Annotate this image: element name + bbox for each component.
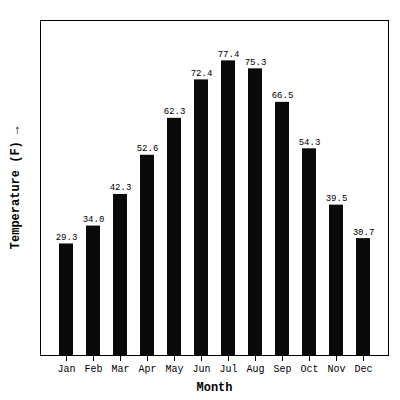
svg-text:Jun: Jun xyxy=(192,364,210,375)
svg-text:77.4: 77.4 xyxy=(218,50,240,60)
svg-text:72.4: 72.4 xyxy=(191,69,213,79)
svg-text:Dec: Dec xyxy=(354,364,372,375)
svg-text:52.6: 52.6 xyxy=(137,144,159,154)
svg-text:42.3: 42.3 xyxy=(110,183,132,193)
svg-text:29.3: 29.3 xyxy=(56,233,78,243)
svg-text:Month: Month xyxy=(196,381,232,395)
svg-text:Mar: Mar xyxy=(111,364,129,375)
svg-text:Nov: Nov xyxy=(327,364,345,375)
svg-text:75.3: 75.3 xyxy=(245,58,267,68)
svg-text:39.5: 39.5 xyxy=(326,194,348,204)
svg-text:54.3: 54.3 xyxy=(299,138,321,148)
svg-text:Aug: Aug xyxy=(246,364,264,375)
svg-text:Jan: Jan xyxy=(57,364,75,375)
svg-text:66.5: 66.5 xyxy=(272,91,294,101)
svg-text:Jul: Jul xyxy=(219,364,237,375)
svg-text:Sep: Sep xyxy=(273,364,291,375)
svg-text:Feb: Feb xyxy=(84,364,102,375)
svg-text:34.0: 34.0 xyxy=(83,215,105,225)
svg-text:May: May xyxy=(165,364,183,375)
svg-text:30.7: 30.7 xyxy=(353,228,375,238)
svg-text:Oct: Oct xyxy=(300,364,318,375)
svg-text:Temperature (F) →: Temperature (F) → xyxy=(9,126,23,249)
svg-text:Apr: Apr xyxy=(138,364,156,375)
svg-text:62.3: 62.3 xyxy=(164,107,186,117)
